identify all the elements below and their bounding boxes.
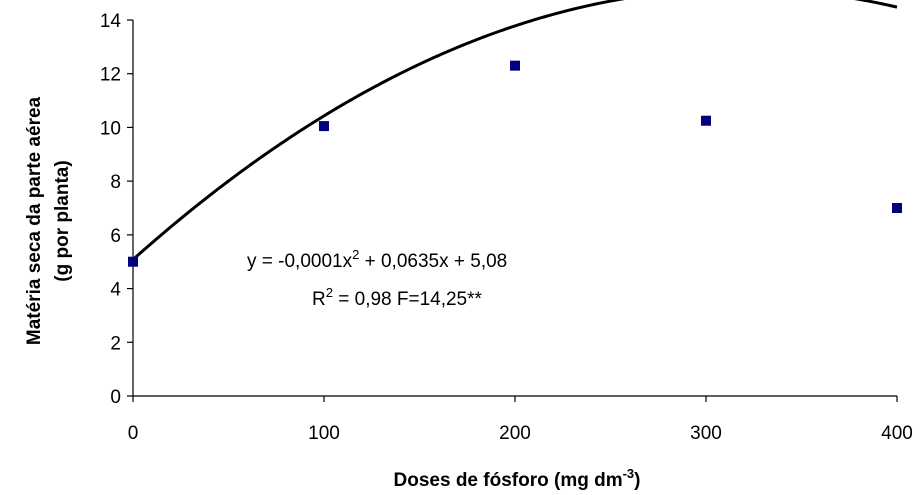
x-axis-title: Doses de fósforo (mg dm-3) (394, 466, 641, 491)
x-tick-label: 100 (308, 423, 340, 444)
y-axis-title: Matéria seca da parte aérea (g por plant… (24, 96, 73, 345)
data-point (128, 256, 138, 267)
axes (132, 20, 897, 397)
y-tick-label: 12 (100, 65, 121, 86)
y-tick-label: 14 (100, 11, 122, 32)
y-axis-title-line1: Matéria seca da parte aérea (24, 96, 45, 345)
equation-annotation: y = -0,0001x2 + 0,0635x + 5,08 (247, 247, 507, 272)
data-points (128, 60, 902, 267)
x-ticks: 0 100 200 300 400 (128, 396, 913, 444)
y-tick-label: 4 (110, 280, 121, 301)
y-tick-label: 8 (110, 172, 121, 193)
fit-curve (132, 0, 898, 261)
x-tick-label: 400 (881, 423, 913, 444)
y-tick-label: 10 (100, 118, 121, 139)
r-squared-annotation: R2 = 0,98 F=14,25** (312, 285, 483, 310)
y-axis-title-line2: (g por planta) (52, 160, 73, 281)
data-point (319, 121, 329, 132)
data-point (701, 115, 711, 126)
x-tick-label: 300 (690, 423, 722, 444)
y-tick-label: 6 (110, 226, 121, 247)
y-ticks: 0 2 4 6 8 10 12 14 (100, 11, 133, 408)
x-tick-label: 200 (499, 423, 531, 444)
data-point (510, 60, 520, 71)
y-tick-label: 2 (110, 333, 121, 354)
x-tick-label: 0 (128, 423, 139, 444)
data-point (892, 203, 902, 213)
y-tick-label: 0 (110, 387, 121, 408)
